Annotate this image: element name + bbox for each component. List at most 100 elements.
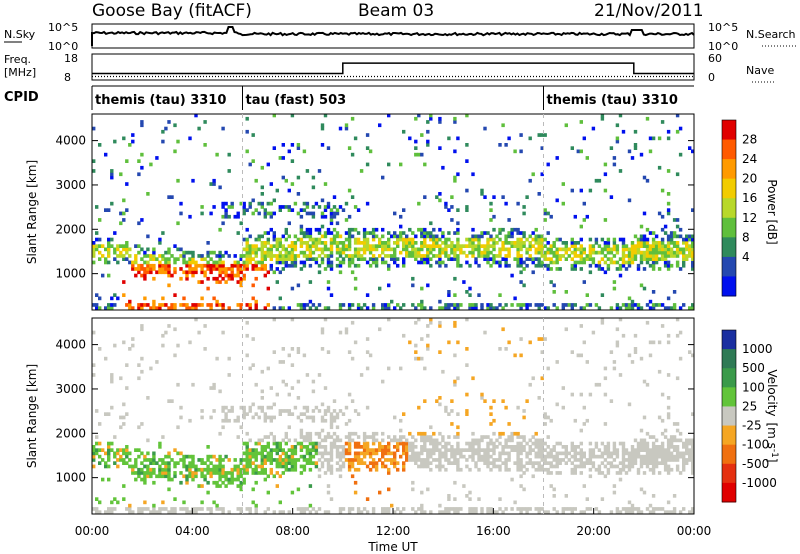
velocity-cell (347, 438, 352, 443)
velocity-cell (408, 340, 412, 345)
velocity-cell (323, 418, 328, 423)
power-cell (645, 254, 650, 258)
power-cell (242, 263, 246, 268)
velocity-cell (263, 415, 267, 420)
power-cell (522, 244, 526, 248)
power-cell (254, 247, 258, 252)
velocity-cell (492, 431, 496, 436)
velocity-cell (155, 510, 159, 514)
power-cell (161, 139, 165, 144)
power-cell (672, 254, 677, 258)
power-cell (191, 306, 195, 310)
velocity-cell (399, 435, 403, 439)
velocity-cell (423, 366, 427, 371)
velocity-cell (414, 438, 418, 443)
velocity-cell (618, 373, 623, 377)
power-cell (248, 306, 252, 310)
velocity-cell (140, 510, 144, 514)
velocity-cell (95, 451, 99, 456)
power-cell (480, 234, 484, 239)
velocity-cell (203, 467, 207, 472)
velocity-cell (615, 340, 620, 345)
power-cell (441, 231, 445, 235)
velocity-cell (218, 464, 222, 469)
velocity-cell (287, 458, 291, 462)
velocity-cell (540, 464, 544, 469)
velocity-cell (245, 431, 249, 436)
power-cell (188, 263, 192, 268)
velocity-cell (471, 507, 475, 511)
velocity-cell (368, 435, 373, 439)
velocity-cell (368, 454, 373, 459)
velocity-cell (302, 467, 307, 472)
power-cell (618, 263, 623, 268)
velocity-cell (579, 454, 583, 459)
velocity-cell (128, 507, 132, 511)
velocity-cell (543, 422, 547, 426)
velocity-cell (158, 464, 162, 469)
velocity-cell (516, 405, 520, 410)
power-cell (371, 257, 376, 261)
power-cell (137, 244, 141, 248)
power-cell (131, 260, 135, 265)
power-cell (639, 283, 644, 288)
velocity-cell (146, 451, 150, 456)
velocity-cell (621, 467, 626, 472)
power-cell (218, 273, 222, 278)
power-cell (302, 231, 307, 235)
power-cell (387, 241, 391, 245)
power-cell (137, 159, 141, 163)
velocity-cell (465, 409, 469, 413)
velocity-cell (335, 412, 340, 416)
velocity-cell (368, 451, 373, 456)
power-cell (293, 254, 298, 258)
power-cell (498, 254, 502, 258)
power-cell (453, 244, 457, 248)
power-cell (224, 280, 228, 284)
power-cell (630, 303, 635, 307)
power-cell (504, 201, 508, 206)
velocity-cell (450, 445, 454, 449)
power-cell (576, 241, 580, 245)
power-cell (278, 244, 282, 248)
power-cell (402, 231, 406, 235)
power-cell (254, 260, 258, 265)
velocity-cell (513, 461, 517, 465)
velocity-cell (266, 445, 270, 449)
power-cell (374, 257, 379, 261)
power-cell (227, 273, 231, 278)
velocity-cell (170, 399, 174, 403)
power-cell (116, 260, 120, 265)
power-cell (305, 205, 310, 209)
power-cell (353, 227, 358, 232)
velocity-cell (173, 510, 177, 514)
power-cell (564, 250, 568, 255)
velocity-cell (384, 448, 388, 452)
power-cell (302, 208, 307, 212)
power-cell (648, 247, 653, 252)
power-cell (122, 211, 126, 216)
velocity-cell (137, 474, 141, 479)
velocity-cell (429, 461, 433, 465)
power-cell (591, 247, 596, 252)
velocity-cell (335, 467, 340, 472)
velocity-cell (447, 458, 451, 462)
velocity-cell (546, 415, 550, 420)
power-cell (245, 241, 249, 245)
velocity-cell (600, 461, 605, 465)
velocity-cell (350, 320, 355, 325)
velocity-cell (489, 461, 493, 465)
velocity-cell (284, 464, 288, 469)
power-cell (335, 250, 340, 255)
velocity-cell (254, 441, 258, 446)
velocity-cell (480, 448, 484, 452)
power-cell (308, 227, 313, 232)
velocity-cell (326, 467, 331, 472)
velocity-cell (603, 458, 608, 462)
power-cell (621, 263, 626, 268)
power-cell (179, 254, 183, 258)
power-cell (537, 306, 541, 310)
power-cell (609, 306, 614, 310)
power-cell (134, 267, 138, 271)
velocity-cell (618, 510, 623, 514)
